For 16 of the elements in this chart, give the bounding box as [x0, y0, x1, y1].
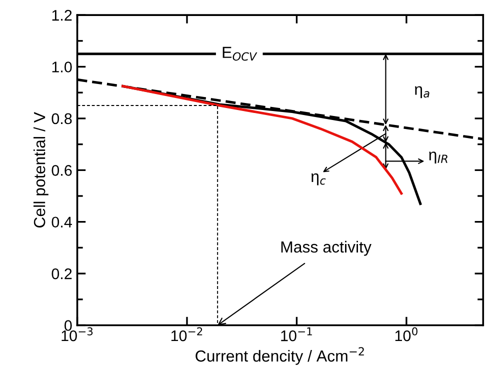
y-tick-label: 0.4	[52, 216, 72, 228]
x-tick-label: 10$^{−1}$	[281, 327, 312, 342]
y-axis-title: Cell potential / V	[34, 112, 48, 228]
x-tick-label: 10$^{−2}$	[171, 327, 202, 342]
x-tick-label: 10$^{0}$	[395, 327, 418, 342]
x-axis-title: Current dencity / Acm$^{−2}$	[196, 347, 364, 365]
ref-line-label: E$_{OCV}$	[222, 46, 258, 61]
annotation: Mass activity	[281, 240, 372, 256]
annotation: η$_{a}$	[414, 86, 430, 98]
annotation: η$_{c}$	[311, 173, 326, 186]
y-tick-label: 1.0	[52, 62, 72, 72]
y-tick-label: 0.2	[52, 268, 72, 280]
y-tick-label: 0.6	[52, 165, 72, 176]
annotation: η$_{IR}$	[429, 152, 448, 164]
y-tick-label: 1.2	[52, 10, 72, 21]
y-tick-label: 0.8	[52, 113, 72, 124]
